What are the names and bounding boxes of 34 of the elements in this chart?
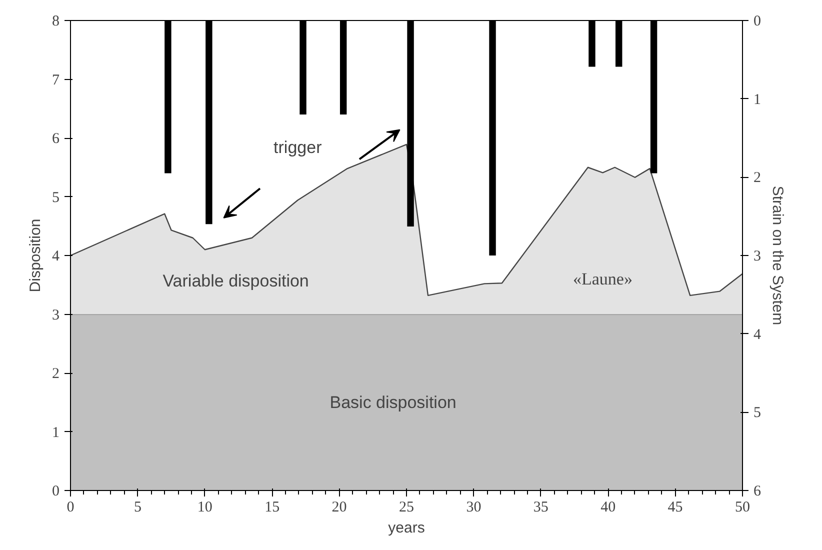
annotation: Basic disposition	[330, 392, 456, 412]
x-tick-label: 30	[466, 500, 482, 516]
y-axis-title: Disposition	[27, 218, 44, 292]
x-axis-title: years	[388, 520, 425, 536]
y2-tick-label: 3	[754, 248, 761, 264]
y-tick-label: 0	[52, 484, 60, 500]
x-tick-label: 50	[735, 500, 750, 516]
x-tick-label: 10	[197, 500, 212, 516]
y2-tick-label: 4	[754, 326, 762, 343]
x-tick-label: 20	[332, 500, 347, 516]
y-tick-label: 5	[52, 190, 60, 206]
y2-tick-label: 0	[754, 14, 761, 30]
y2-tick-label: 6	[754, 484, 762, 500]
x-tick-label: 15	[264, 500, 280, 516]
y-tick-label: 4	[52, 248, 60, 264]
annotation: «Laune»	[572, 270, 632, 288]
y-tick-label: 7	[52, 72, 60, 88]
annotation: Variable disposition	[162, 271, 309, 290]
y-tick-label: 8	[52, 14, 60, 30]
y-tick-label: 1	[52, 424, 60, 441]
y2-tick-label: 2	[754, 170, 761, 186]
x-tick-label: 25	[399, 500, 414, 516]
x-tick-label: 5	[134, 500, 142, 516]
annotation: trigger	[274, 138, 322, 157]
y-tick-label: 2	[52, 366, 60, 382]
x-tick-label: 35	[533, 500, 548, 516]
y-tick-label: 3	[52, 307, 60, 324]
y2-tick-label: 1	[754, 92, 761, 108]
x-tick-label: 40	[600, 500, 616, 516]
x-tick-label: 0	[66, 500, 74, 516]
x-tick-label: 45	[668, 500, 683, 516]
y2-axis-title: Strain on the System	[769, 186, 786, 326]
y2-tick-label: 5	[754, 405, 761, 422]
y-tick-label: 6	[52, 131, 60, 147]
